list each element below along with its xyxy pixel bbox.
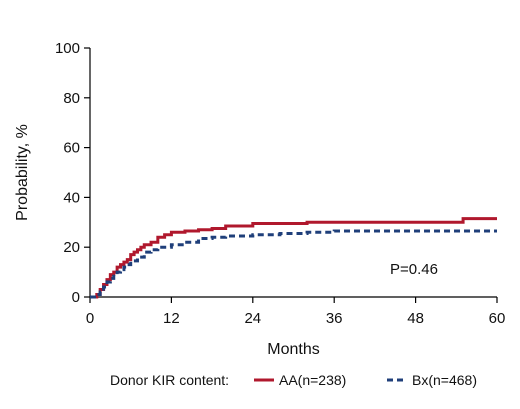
legend-label-bx: Bx(n=468) (412, 372, 477, 388)
y-tick-label: 60 (63, 140, 80, 157)
legend-title: Donor KIR content: (110, 372, 229, 388)
axes: 0 20 40 60 80 100 0 12 24 36 48 60 Months Probability… (14, 40, 505, 358)
x-tick-label: 0 (86, 310, 94, 327)
y-tick-label: 0 (72, 289, 80, 306)
x-tick-label: 12 (163, 310, 180, 327)
x-tick-label: 48 (407, 310, 424, 327)
y-tick-label: 40 (63, 189, 80, 206)
series-layer (90, 217, 497, 299)
y-axis-title: Probability, % (14, 124, 31, 221)
x-tick-label: 36 (326, 310, 343, 327)
p-value-annotation: P=0.46 (390, 261, 438, 278)
legend-label-aa: AA(n=238) (279, 372, 346, 388)
x-tick-label: 24 (244, 310, 261, 327)
y-tick-label: 100 (55, 40, 80, 57)
series-line-aa (90, 217, 497, 299)
series-line-bx (90, 229, 497, 299)
x-tick-label: 60 (489, 310, 506, 327)
y-tick-label: 20 (63, 239, 80, 256)
legend: Donor KIR content: AA(n=238) Bx(n=468) (110, 372, 477, 388)
y-tick-label: 80 (63, 90, 80, 107)
x-axis-title: Months (267, 341, 319, 358)
